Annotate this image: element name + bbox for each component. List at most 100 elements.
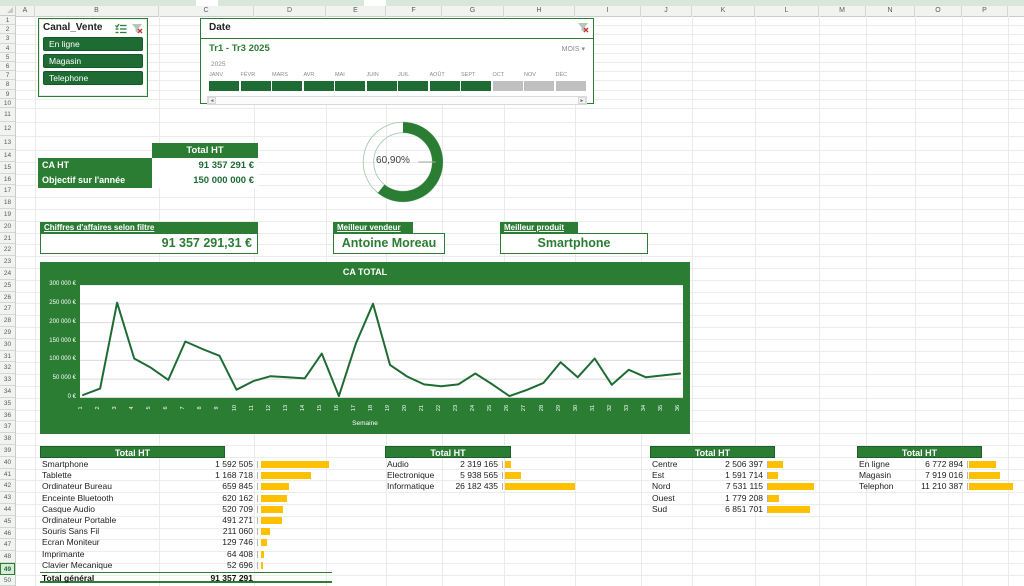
- row-header-9[interactable]: 9: [0, 90, 15, 99]
- column-header-P[interactable]: P: [962, 6, 1008, 16]
- row-header-1[interactable]: 1: [0, 16, 15, 26]
- row-header-36[interactable]: 36: [0, 410, 15, 422]
- column-divider: [767, 461, 768, 468]
- timeline-month-label: DÉC: [555, 72, 568, 78]
- column-header-M[interactable]: M: [819, 6, 866, 16]
- timeline-segment-OCT[interactable]: [492, 81, 523, 91]
- column-header-F[interactable]: F: [386, 6, 442, 16]
- timeline-segment-SEPT[interactable]: [461, 81, 491, 91]
- column-header-B[interactable]: B: [35, 6, 159, 16]
- column-header-E[interactable]: E: [326, 6, 386, 16]
- timeline-segment-DÉC[interactable]: [555, 81, 586, 91]
- timeline-segment-JUIN[interactable]: [366, 81, 397, 91]
- scroll-right-icon[interactable]: ►: [578, 97, 586, 104]
- column-header-I[interactable]: I: [575, 6, 641, 16]
- row-header-14[interactable]: 14: [0, 150, 15, 162]
- row-header-19[interactable]: 19: [0, 209, 15, 221]
- timeline-granularity-dropdown[interactable]: MOIS ▾: [561, 46, 585, 53]
- row-header-30[interactable]: 30: [0, 339, 15, 351]
- row-header-10[interactable]: 10: [0, 99, 15, 108]
- scroll-left-icon[interactable]: ◄: [208, 97, 216, 104]
- timeline-segment-NOV[interactable]: [524, 81, 554, 91]
- row-header-5[interactable]: 5: [0, 53, 15, 62]
- column-header-C[interactable]: C: [159, 6, 254, 16]
- row-header-47[interactable]: 47: [0, 539, 15, 552]
- row-label: Ecran Moniteur: [42, 537, 100, 548]
- line-chart-ca-total[interactable]: CA TOTAL 0 € 50 000 € 100 000 € 150 000 € 20…: [40, 262, 690, 434]
- row-header-2[interactable]: 2: [0, 25, 15, 35]
- timeline-segment-AOÛT[interactable]: [429, 81, 460, 91]
- data-bar: [969, 472, 1001, 480]
- row-header-12[interactable]: 12: [0, 122, 15, 136]
- row-header-44[interactable]: 44: [0, 504, 15, 516]
- row-header-20[interactable]: 20: [0, 221, 15, 233]
- row-header-24[interactable]: 24: [0, 268, 15, 280]
- total-value: 91 357 291: [210, 573, 253, 583]
- row-header-40[interactable]: 40: [0, 457, 15, 469]
- row-header-46[interactable]: 46: [0, 528, 15, 540]
- row-header-4[interactable]: 4: [0, 44, 15, 53]
- clear-filter-icon[interactable]: [577, 22, 589, 33]
- row-header-15[interactable]: 15: [0, 162, 15, 174]
- column-header-L[interactable]: L: [755, 6, 819, 16]
- row-header-18[interactable]: 18: [0, 197, 15, 209]
- row-header-45[interactable]: 45: [0, 516, 15, 528]
- column-header-G[interactable]: G: [442, 6, 504, 16]
- row-header-26[interactable]: 26: [0, 292, 15, 304]
- column-divider: [767, 505, 768, 513]
- select-all-corner[interactable]: [0, 6, 16, 16]
- row-header-3[interactable]: 3: [0, 34, 15, 44]
- row-header-11[interactable]: 11: [0, 108, 15, 122]
- row-header-16[interactable]: 16: [0, 174, 15, 186]
- multi-select-icon[interactable]: [115, 23, 127, 34]
- row-header-35[interactable]: 35: [0, 398, 15, 410]
- row-header-43[interactable]: 43: [0, 492, 15, 504]
- row-header-28[interactable]: 28: [0, 315, 15, 327]
- donut-chart[interactable]: 60,90%: [355, 114, 451, 210]
- timeline-segment-JUIL[interactable]: [398, 81, 428, 91]
- timeline-segment-MARS[interactable]: [272, 81, 302, 91]
- row-header-49[interactable]: 49: [0, 563, 15, 575]
- row-header-48[interactable]: 48: [0, 551, 15, 563]
- column-divider: [257, 461, 258, 468]
- slicer-button-magasin[interactable]: Magasin: [43, 54, 143, 68]
- row-header-6[interactable]: 6: [0, 62, 15, 72]
- row-header-32[interactable]: 32: [0, 362, 15, 375]
- row-header-8[interactable]: 8: [0, 80, 15, 90]
- timeline-segment-JANV[interactable]: [209, 81, 239, 91]
- row-header-25[interactable]: 25: [0, 280, 15, 292]
- row-header-42[interactable]: 42: [0, 480, 15, 493]
- timeline-segment-AVR[interactable]: [303, 81, 334, 91]
- row-header-34[interactable]: 34: [0, 386, 15, 398]
- row-header-7[interactable]: 7: [0, 71, 15, 81]
- column-header-J[interactable]: J: [641, 6, 692, 16]
- slicer-button-telephone[interactable]: Telephone: [43, 71, 143, 85]
- row-header-27[interactable]: 27: [0, 303, 15, 316]
- column-header-A[interactable]: A: [16, 6, 35, 16]
- row-header-29[interactable]: 29: [0, 327, 15, 339]
- row-header-21[interactable]: 21: [0, 233, 15, 245]
- column-header-H[interactable]: H: [504, 6, 575, 16]
- clear-filter-icon[interactable]: [131, 23, 143, 34]
- row-header-23[interactable]: 23: [0, 256, 15, 268]
- slicer-button-en-ligne[interactable]: En ligne: [43, 37, 143, 51]
- row-header-39[interactable]: 39: [0, 445, 15, 457]
- row-header-13[interactable]: 13: [0, 136, 15, 150]
- timeline-segment-MAI[interactable]: [335, 81, 365, 91]
- row-header-31[interactable]: 31: [0, 351, 15, 363]
- row-header-17[interactable]: 17: [0, 185, 15, 198]
- row-header-50[interactable]: 50: [0, 575, 15, 586]
- row-header-22[interactable]: 22: [0, 244, 15, 257]
- row-header-37[interactable]: 37: [0, 421, 15, 434]
- row-header-41[interactable]: 41: [0, 469, 15, 481]
- column-header-D[interactable]: D: [254, 6, 326, 16]
- column-header-O[interactable]: O: [915, 6, 962, 16]
- row-header-38[interactable]: 38: [0, 433, 15, 445]
- row-headers[interactable]: 1 2 3 4 5 6 7 8 9 10 11 12 13 14 15 16 17 18 19 20 21 22 23 24 2…: [0, 16, 16, 586]
- timeline-scrollbar[interactable]: ◄ ►: [207, 96, 587, 105]
- column-header-K[interactable]: K: [692, 6, 755, 16]
- row-header-33[interactable]: 33: [0, 374, 15, 386]
- timeline-segment-FÉVR[interactable]: [240, 81, 271, 91]
- column-header-N[interactable]: N: [866, 6, 915, 16]
